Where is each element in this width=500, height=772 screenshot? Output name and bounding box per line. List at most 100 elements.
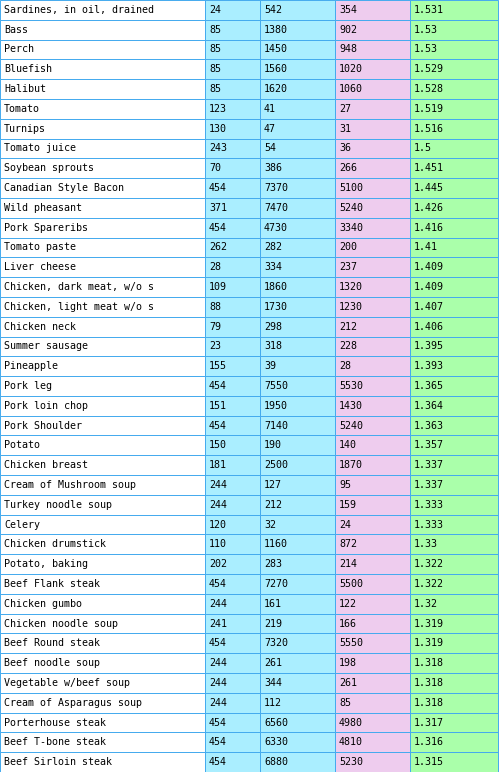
Text: Chicken gumbo: Chicken gumbo [4,599,82,609]
Bar [205,238,260,257]
Bar [410,0,498,20]
Bar [335,20,410,39]
Text: 95: 95 [339,480,351,490]
Text: Soybean sprouts: Soybean sprouts [4,163,94,173]
Bar [335,317,410,337]
Bar [335,475,410,495]
Text: 110: 110 [209,540,227,550]
Bar [335,752,410,772]
Bar [205,733,260,752]
Text: 454: 454 [209,222,227,232]
Text: 344: 344 [264,678,282,688]
Text: 241: 241 [209,618,227,628]
Bar [205,455,260,475]
Text: 212: 212 [339,322,357,332]
Bar [410,39,498,59]
Bar [0,59,205,80]
Text: Chicken neck: Chicken neck [4,322,76,332]
Text: 261: 261 [264,658,282,668]
Bar [205,634,260,653]
Text: 872: 872 [339,540,357,550]
Bar [335,376,410,396]
Bar [410,415,498,435]
Bar [260,614,335,634]
Bar [260,692,335,713]
Text: 151: 151 [209,401,227,411]
Text: 371: 371 [209,203,227,213]
Text: 1860: 1860 [264,282,288,292]
Text: 1380: 1380 [264,25,288,35]
Bar [205,297,260,317]
Bar [335,495,410,515]
Text: 318: 318 [264,341,282,351]
Bar [410,138,498,158]
Text: 31: 31 [339,124,351,134]
Text: 244: 244 [209,678,227,688]
Bar [410,752,498,772]
Text: 4730: 4730 [264,222,288,232]
Text: Potato: Potato [4,440,40,450]
Bar [260,218,335,238]
Bar [205,713,260,733]
Bar [0,178,205,198]
Text: 1.393: 1.393 [414,361,444,371]
Bar [0,158,205,178]
Text: 454: 454 [209,638,227,648]
Text: 88: 88 [209,302,221,312]
Text: 1.33: 1.33 [414,540,438,550]
Bar [260,99,335,119]
Bar [410,119,498,138]
Text: 7140: 7140 [264,421,288,431]
Text: 454: 454 [209,381,227,391]
Bar [335,39,410,59]
Bar [205,39,260,59]
Text: Summer sausage: Summer sausage [4,341,88,351]
Bar [0,277,205,297]
Bar [410,297,498,317]
Bar [205,594,260,614]
Bar [410,634,498,653]
Bar [0,752,205,772]
Bar [410,218,498,238]
Bar [335,733,410,752]
Bar [260,357,335,376]
Text: 1.315: 1.315 [414,757,444,767]
Bar [410,158,498,178]
Text: 1.32: 1.32 [414,599,438,609]
Text: Celery: Celery [4,520,40,530]
Text: Beef Round steak: Beef Round steak [4,638,100,648]
Text: 6880: 6880 [264,757,288,767]
Text: 7550: 7550 [264,381,288,391]
Text: 4980: 4980 [339,717,363,727]
Bar [335,435,410,455]
Bar [0,515,205,534]
Text: 1.363: 1.363 [414,421,444,431]
Text: 23: 23 [209,341,221,351]
Bar [205,614,260,634]
Bar [260,238,335,257]
Text: 190: 190 [264,440,282,450]
Bar [335,238,410,257]
Bar [260,713,335,733]
Text: Halibut: Halibut [4,84,46,94]
Text: 1.445: 1.445 [414,183,444,193]
Bar [205,178,260,198]
Bar [205,277,260,297]
Text: 354: 354 [339,5,357,15]
Text: 70: 70 [209,163,221,173]
Text: 334: 334 [264,262,282,273]
Text: Beef Flank steak: Beef Flank steak [4,579,100,589]
Bar [205,415,260,435]
Bar [335,357,410,376]
Text: 1.5: 1.5 [414,144,432,154]
Bar [410,692,498,713]
Text: Potato, baking: Potato, baking [4,559,88,569]
Text: 7270: 7270 [264,579,288,589]
Bar [335,119,410,138]
Bar [260,475,335,495]
Text: 1.322: 1.322 [414,579,444,589]
Bar [260,534,335,554]
Bar [205,534,260,554]
Text: Cream of Asparagus soup: Cream of Asparagus soup [4,698,142,708]
Text: 244: 244 [209,658,227,668]
